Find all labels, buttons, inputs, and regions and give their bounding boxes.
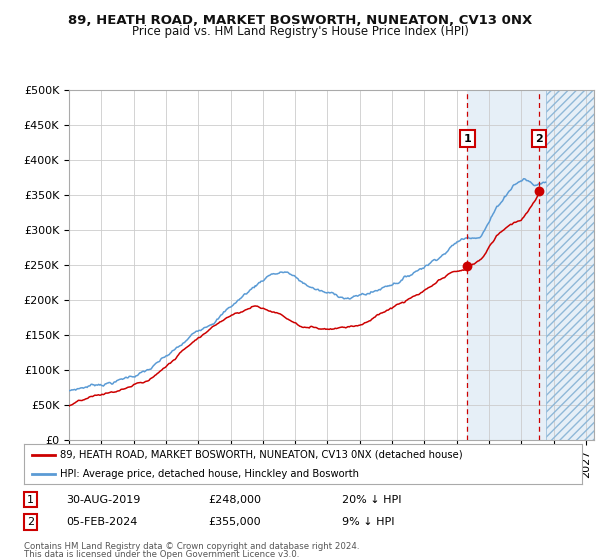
Bar [467, 90, 545, 440]
Text: 89, HEATH ROAD, MARKET BOSWORTH, NUNEATON, CV13 0NX: 89, HEATH ROAD, MARKET BOSWORTH, NUNEATO… [68, 14, 532, 27]
Text: 9% ↓ HPI: 9% ↓ HPI [342, 517, 395, 527]
Text: £248,000: £248,000 [208, 494, 261, 505]
Text: £355,000: £355,000 [208, 517, 261, 527]
Text: 2: 2 [27, 517, 34, 527]
Point [534, 186, 544, 195]
Text: This data is licensed under the Open Government Licence v3.0.: This data is licensed under the Open Gov… [24, 550, 299, 559]
Text: 20% ↓ HPI: 20% ↓ HPI [342, 494, 401, 505]
Bar [545, 90, 594, 440]
Text: 2: 2 [535, 134, 543, 143]
Text: Contains HM Land Registry data © Crown copyright and database right 2024.: Contains HM Land Registry data © Crown c… [24, 542, 359, 550]
Text: 1: 1 [27, 494, 34, 505]
Bar [545, 90, 594, 440]
Point [463, 262, 472, 270]
Text: 89, HEATH ROAD, MARKET BOSWORTH, NUNEATON, CV13 0NX (detached house): 89, HEATH ROAD, MARKET BOSWORTH, NUNEATO… [60, 450, 463, 460]
Text: 05-FEB-2024: 05-FEB-2024 [66, 517, 137, 527]
Text: 30-AUG-2019: 30-AUG-2019 [66, 494, 140, 505]
Text: HPI: Average price, detached house, Hinckley and Bosworth: HPI: Average price, detached house, Hinc… [60, 469, 359, 478]
Text: Price paid vs. HM Land Registry's House Price Index (HPI): Price paid vs. HM Land Registry's House … [131, 25, 469, 38]
Text: 1: 1 [463, 134, 471, 143]
